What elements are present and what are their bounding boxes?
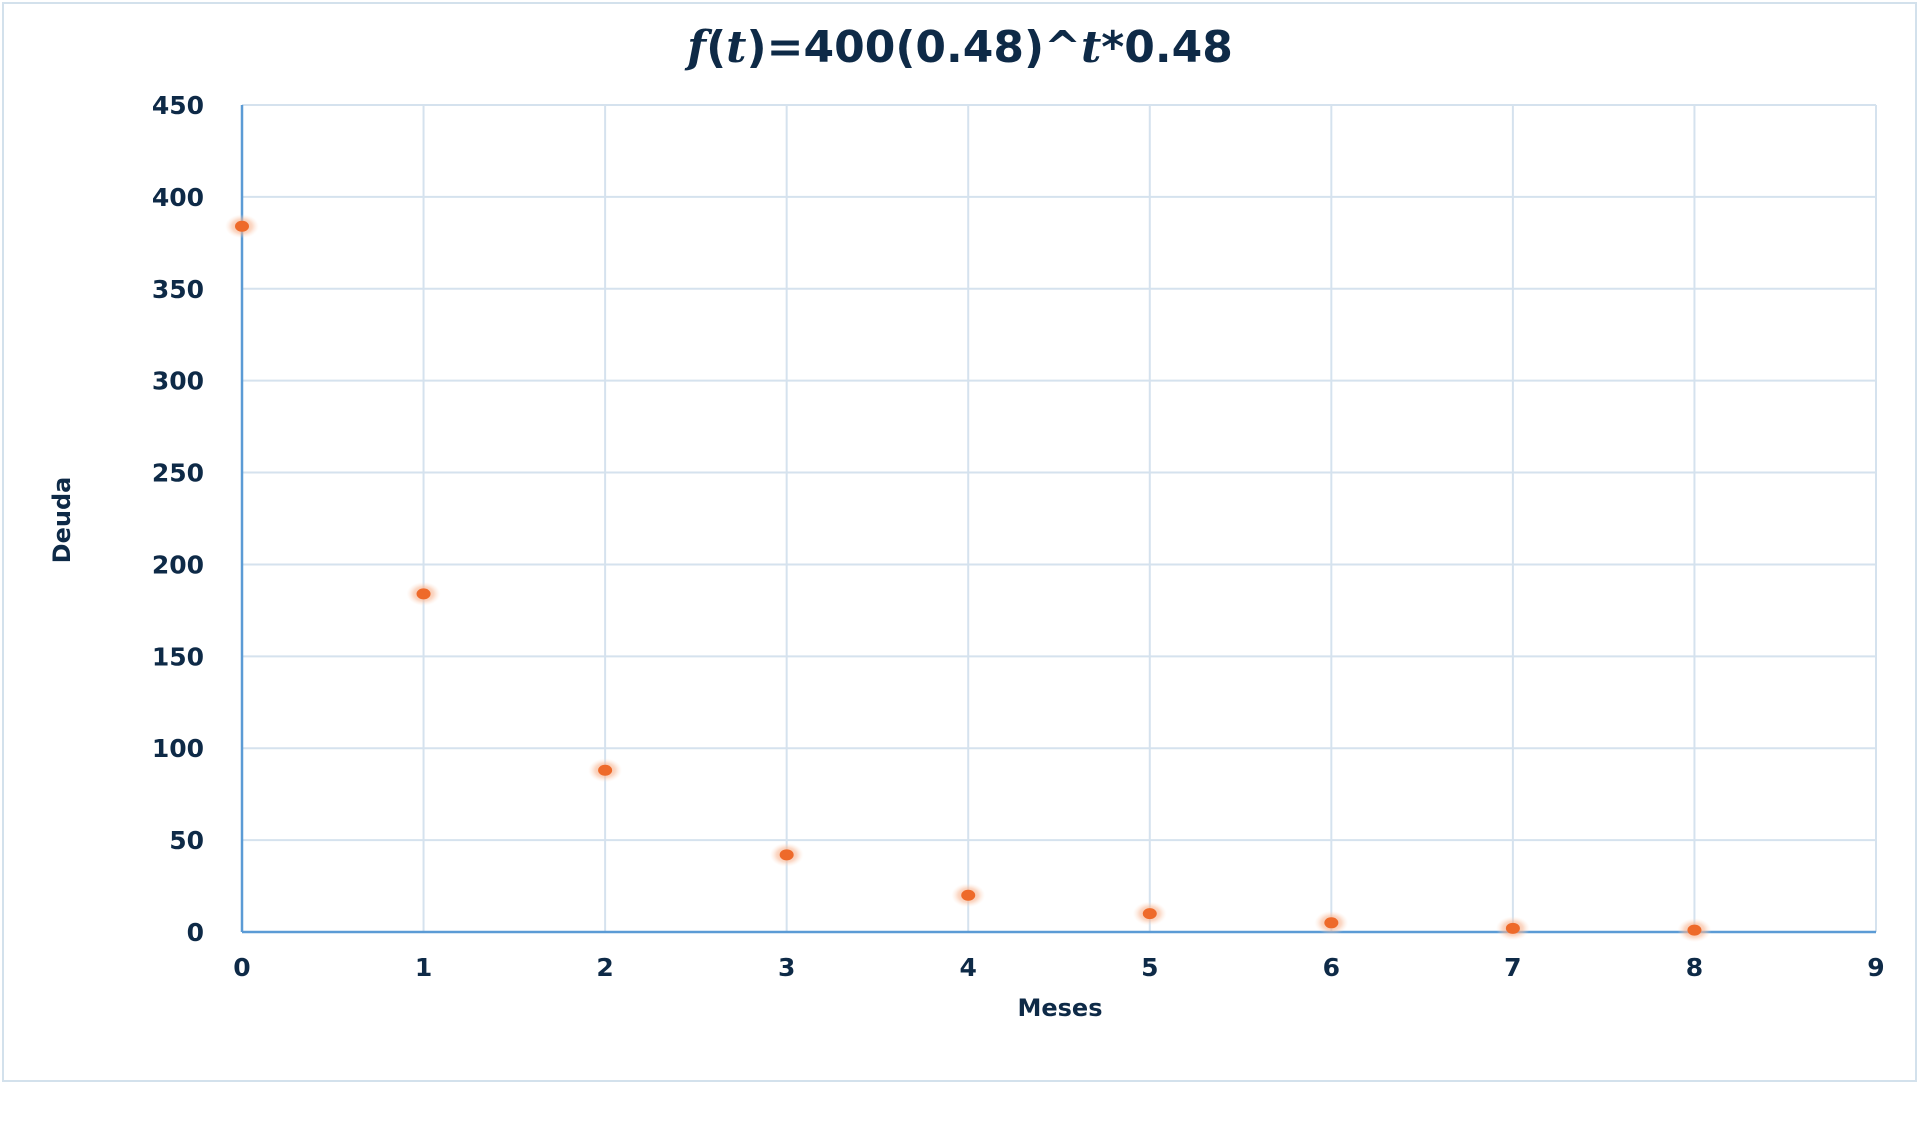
x-tick-label: 2: [596, 953, 613, 982]
axes: [240, 105, 1876, 934]
y-tick-labels: 0 50 100 150 200 250 300 350 400 450: [152, 91, 204, 947]
x-tick-label: 6: [1323, 953, 1340, 982]
y-tick-label: 350: [152, 275, 204, 304]
y-tick-label: 100: [152, 734, 204, 763]
grid: [242, 104, 1877, 932]
x-tick-label: 9: [1867, 953, 1884, 982]
data-point: [588, 758, 623, 783]
y-tick-label: 450: [152, 91, 204, 120]
x-tick-labels: 0 1 2 3 4 5 6 7 8 9: [233, 953, 1884, 982]
data-points: [225, 214, 1712, 943]
data-point: [769, 842, 804, 867]
x-tick-label: 0: [233, 953, 250, 982]
y-tick-label: 150: [152, 642, 204, 671]
y-axis-title: Deuda: [48, 477, 76, 564]
x-tick-label: 8: [1686, 953, 1703, 982]
x-tick-label: 4: [960, 953, 977, 982]
data-point: [225, 214, 259, 239]
data-point: [1677, 918, 1712, 943]
y-tick-label: 200: [152, 550, 204, 579]
data-point: [951, 883, 986, 908]
y-tick-label: 400: [152, 183, 204, 212]
data-point: [1495, 916, 1530, 941]
data-point: [1314, 910, 1349, 935]
y-tick-label: 300: [152, 367, 204, 396]
x-tick-label: 3: [778, 953, 795, 982]
y-tick-label: 0: [187, 918, 204, 947]
x-axis-title: Meses: [1017, 994, 1102, 1022]
data-point: [1132, 901, 1167, 926]
x-tick-label: 5: [1141, 953, 1158, 982]
y-tick-label: 50: [169, 826, 204, 855]
y-tick-label: 250: [152, 459, 204, 488]
data-point: [406, 581, 441, 606]
chart-title: f(t)=400(0.48)^t*0.48: [684, 22, 1233, 73]
x-tick-label: 7: [1504, 953, 1521, 982]
x-tick-label: 1: [415, 953, 432, 982]
